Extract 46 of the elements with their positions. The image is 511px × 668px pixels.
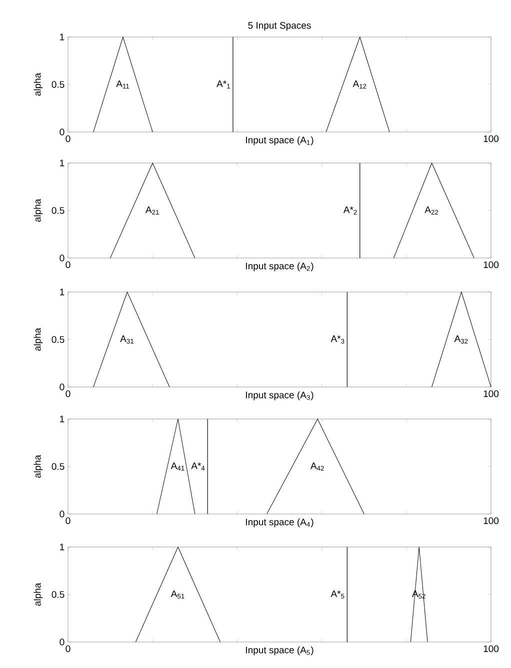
- x-axis-title: Input space (A$_{1}$): [246, 136, 314, 146]
- series-label: A$_{11}$: [116, 80, 130, 88]
- y-tick-label: 1: [60, 288, 64, 296]
- y-tick-label: 0.5: [52, 207, 64, 214]
- y-tick-label: 0: [60, 384, 64, 390]
- y-axis-title: alpha: [34, 454, 43, 478]
- series-label: A$_{42}$: [310, 462, 324, 471]
- y-tick-label: 1: [60, 160, 64, 166]
- y-tick-label: 0.5: [52, 336, 64, 343]
- series-label: A$_{51}$: [170, 590, 184, 599]
- series-label: A$_{31}$: [120, 335, 134, 344]
- series-label: A$_{41}$: [170, 462, 184, 470]
- series-label: A$_{21}$: [146, 206, 159, 215]
- x-axis-title: Input space (A$_{2}$): [246, 262, 314, 272]
- ref-line-label: A*$_{1}$: [216, 80, 230, 88]
- y-tick-label: 0.5: [52, 463, 64, 470]
- y-tick-label: 0.5: [52, 591, 64, 598]
- y-axis-title: alpha: [34, 582, 43, 606]
- series-label: A$_{52}$: [412, 590, 426, 599]
- series-label: A$_{22}$: [424, 206, 438, 215]
- y-axis-title: alpha: [34, 72, 43, 96]
- ref-line-label: A*$_{4}$: [191, 462, 205, 470]
- x-tick-label: 100: [484, 390, 499, 398]
- chart-title: 5 Input Spaces: [248, 22, 311, 31]
- y-tick-label: 0: [60, 510, 64, 518]
- series-label: A$_{32}$: [454, 335, 468, 344]
- y-tick-label: 1: [60, 416, 64, 422]
- y-tick-label: 0: [60, 254, 64, 262]
- x-tick-label: 100: [484, 261, 499, 268]
- y-tick-label: 1: [60, 34, 64, 40]
- x-tick-label: 100: [484, 135, 499, 142]
- x-axis-title: Input space (A$_{3}$): [246, 391, 314, 400]
- ref-line-label: A*$_{2}$: [343, 206, 357, 215]
- y-axis-title: alpha: [34, 198, 43, 222]
- y-axis-title: alpha: [34, 328, 43, 351]
- ref-line-label: A*$_{3}$: [330, 335, 344, 344]
- x-axis-title: Input space (A$_{4}$): [246, 518, 314, 528]
- x-axis-title: Input space (A$_{5}$): [246, 646, 314, 656]
- x-tick-label: 100: [484, 517, 499, 524]
- y-tick-label: 0.5: [52, 81, 64, 88]
- y-tick-label: 0: [60, 128, 64, 136]
- y-tick-label: 0: [60, 638, 64, 646]
- x-tick-label: 100: [484, 645, 499, 652]
- series-label: A$_{12}$: [352, 80, 366, 89]
- y-tick-label: 1: [60, 544, 64, 550]
- ref-line-label: A*$_{5}$: [330, 590, 344, 599]
